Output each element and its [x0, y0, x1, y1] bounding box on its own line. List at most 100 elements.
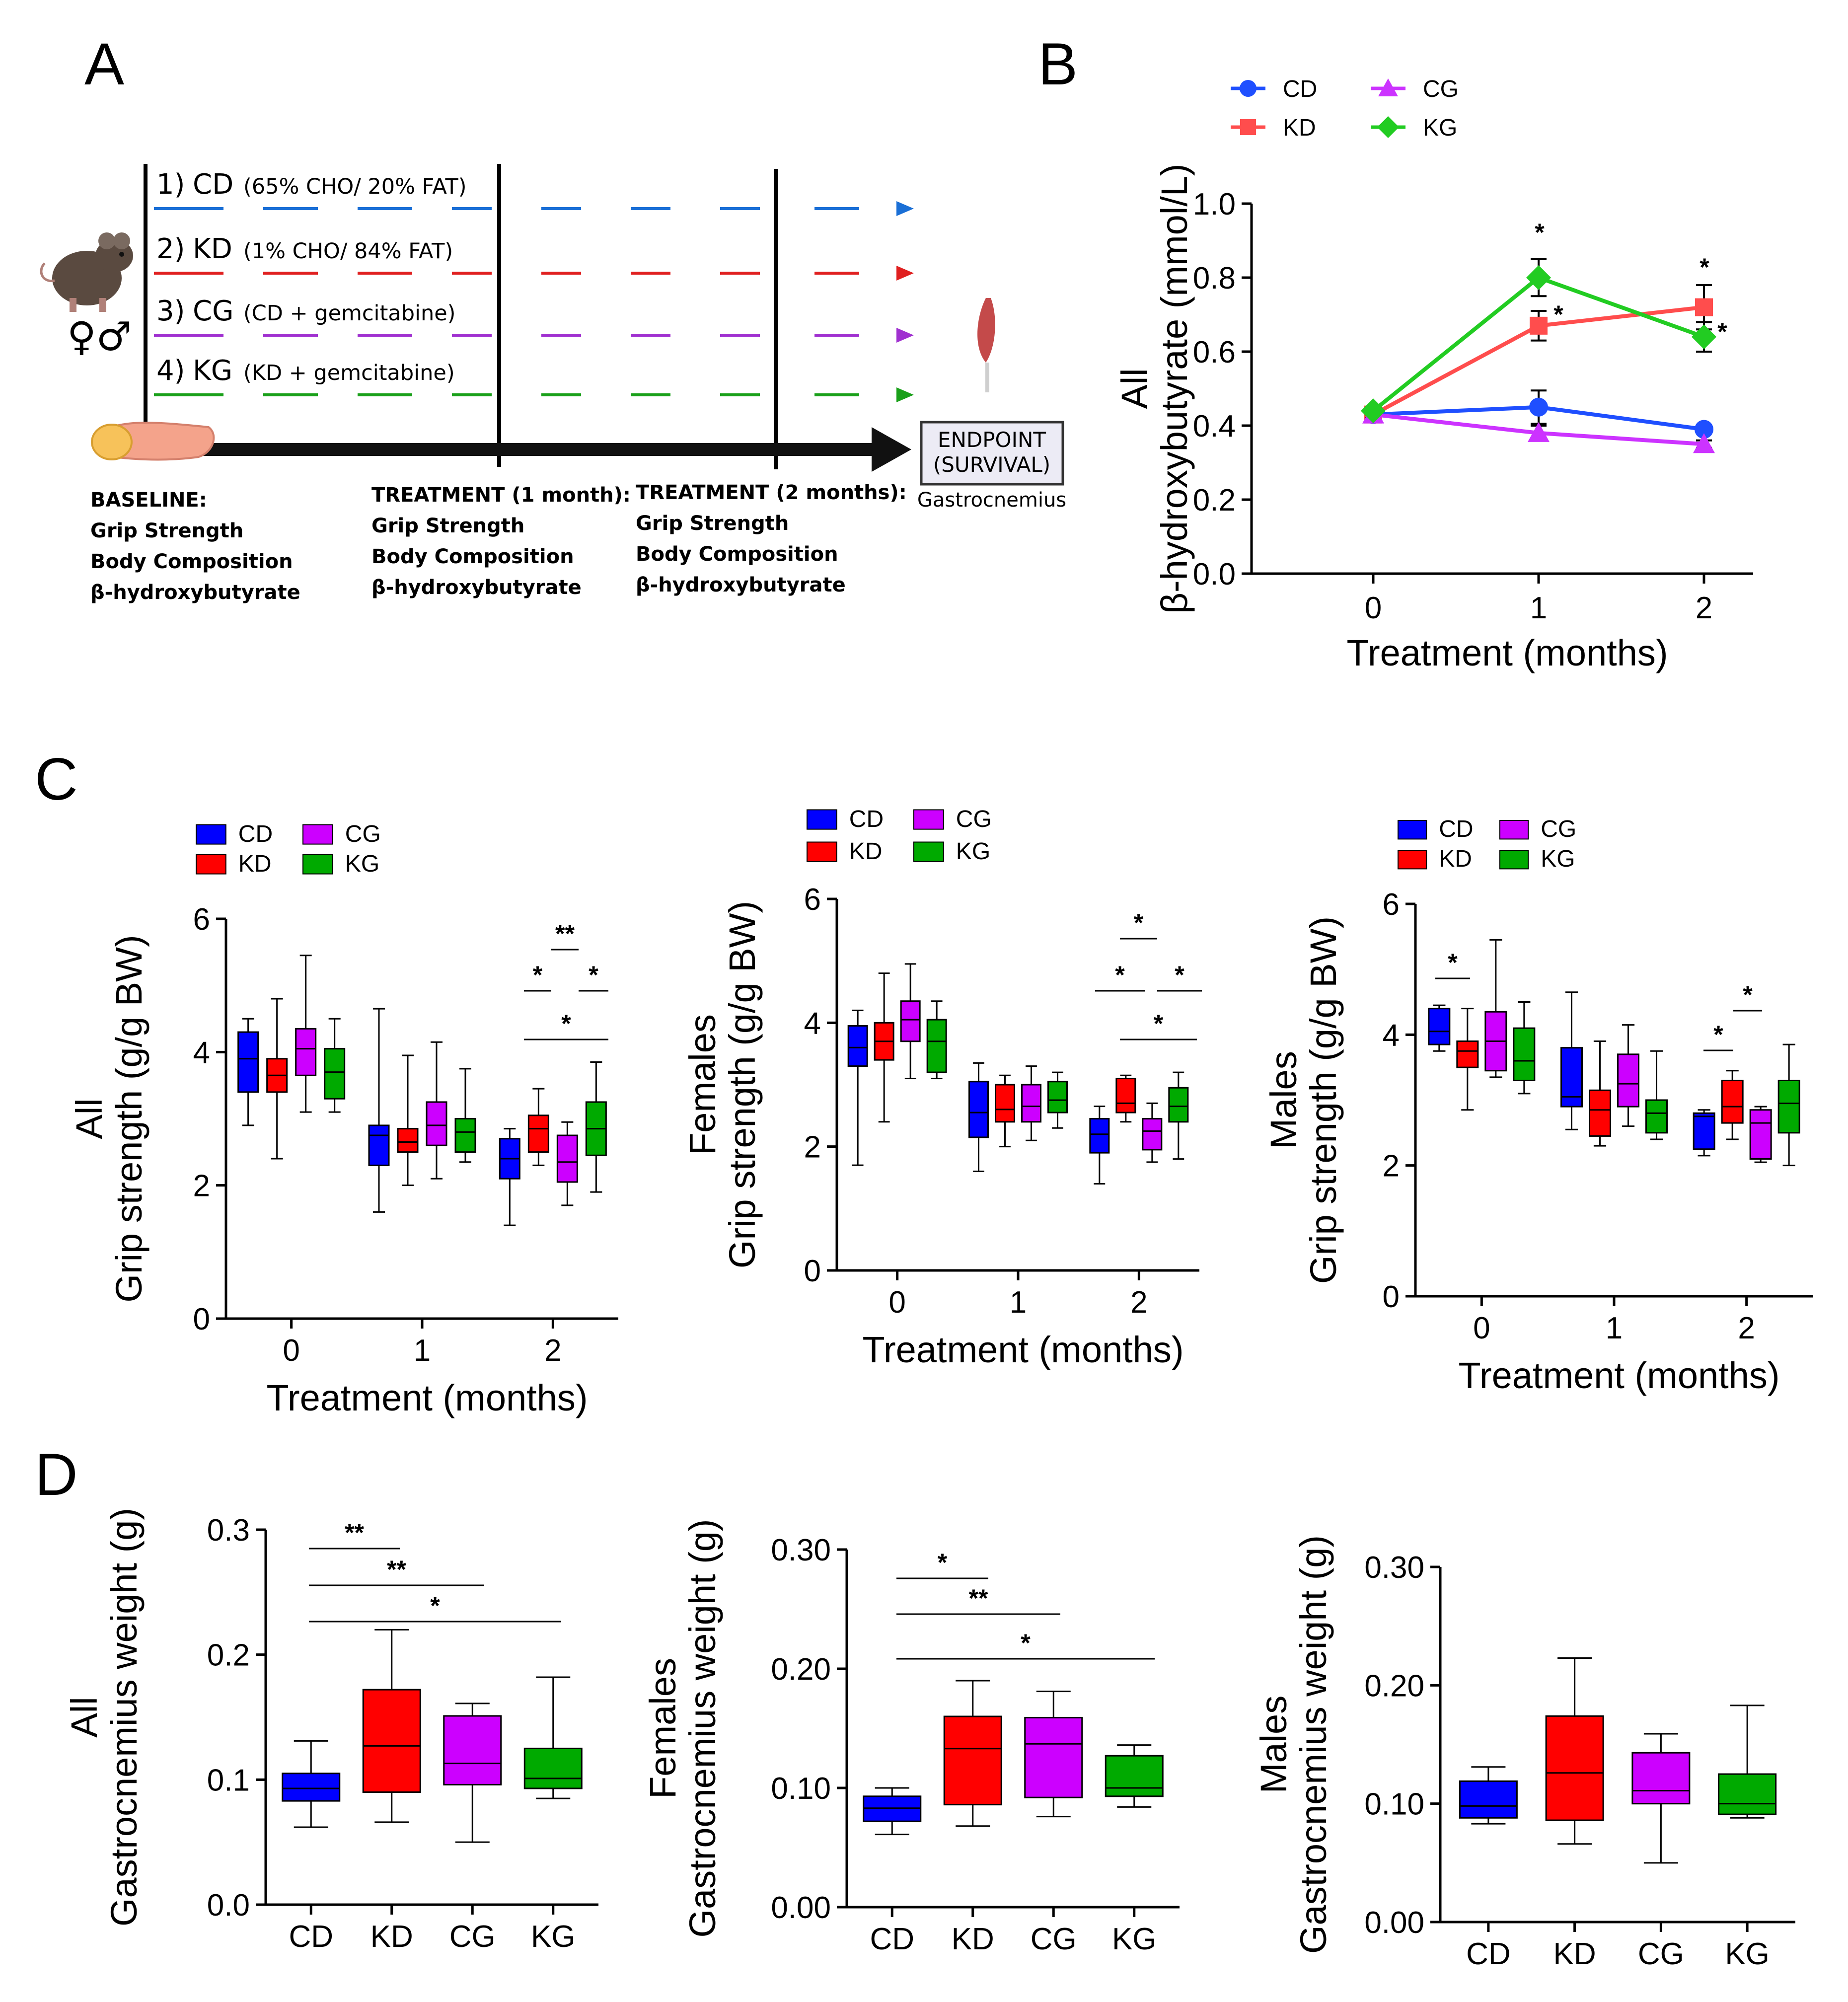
box-iqr	[1459, 1780, 1518, 1819]
panel-label-b: B	[1038, 31, 1078, 97]
legend-swatch-cg	[1499, 820, 1529, 840]
box-cd	[847, 1009, 868, 1166]
box-kd	[1545, 1657, 1604, 1845]
significance-mark: *	[430, 1592, 440, 1620]
legend-swatch-cd	[807, 809, 837, 830]
box-cg	[1617, 1024, 1639, 1127]
x-tick-label: KG	[531, 1920, 576, 1954]
x-tick-label: KD	[952, 1922, 994, 1956]
box-cd	[1693, 1109, 1715, 1157]
y-tick-label: 0.10	[1364, 1787, 1424, 1822]
y-tick-label: 1.0	[1193, 187, 1236, 222]
group-label: All	[64, 1697, 105, 1737]
x-tick-label: KG	[1725, 1937, 1770, 1971]
group-label: All	[69, 1098, 110, 1139]
group-arrowhead	[896, 266, 914, 281]
group-label: Males	[1253, 1696, 1294, 1793]
box-kd	[397, 1054, 419, 1186]
y-tick-label: 0	[193, 1302, 210, 1336]
significance-mark: *	[1154, 1010, 1164, 1038]
y-tick-label: 4	[193, 1036, 210, 1070]
box-cd	[368, 1008, 390, 1213]
y-tick-label: 0.2	[1193, 483, 1236, 518]
box-iqr	[362, 1689, 421, 1793]
significance-mark: *	[1743, 981, 1753, 1009]
y-axis-label: Gastrocnemius weight (g)	[1293, 1535, 1334, 1954]
box-iqr	[556, 1134, 578, 1183]
y-axis-label: Grip strength (g/g BW)	[1303, 916, 1344, 1284]
box-iqr	[995, 1084, 1015, 1123]
timepoint-item: β-hydroxybutyrate	[636, 574, 846, 596]
box-iqr	[1168, 1087, 1189, 1123]
significance-mark: *	[1717, 318, 1727, 346]
group-arrowhead	[896, 387, 914, 402]
x-tick-label: KG	[1112, 1922, 1157, 1956]
timepoint-title: BASELINE:	[90, 489, 207, 512]
box-cd	[499, 1128, 520, 1226]
marker-cg	[1693, 433, 1715, 453]
box-kd	[1456, 1008, 1479, 1111]
group-name: CG	[193, 295, 234, 327]
box-iqr	[1718, 1773, 1777, 1815]
box-iqr	[1115, 1078, 1136, 1113]
legend-marker-kd	[1240, 119, 1256, 135]
mouse-illustration	[40, 232, 133, 312]
significance-mark: *	[938, 1549, 948, 1576]
legend-swatch-kg	[302, 854, 333, 875]
box-iqr	[900, 1000, 921, 1042]
group-name: CD	[193, 168, 233, 201]
x-tick-label: 0	[283, 1334, 299, 1368]
marker-cd	[1529, 397, 1548, 417]
group-detail: (KD + gemcitabine)	[243, 361, 455, 385]
legend-marker-kg	[1377, 116, 1399, 138]
x-axis-label: Treatment (months)	[1347, 632, 1668, 673]
legend-swatch-cd	[196, 824, 226, 845]
y-tick-label: 2	[1383, 1149, 1400, 1184]
timepoint-item: Body Composition	[636, 543, 838, 566]
x-tick-label: 2	[1130, 1285, 1147, 1320]
y-axis-label: Gastrocnemius weight (g)	[103, 1508, 145, 1927]
legend-label-kg: KG	[1423, 115, 1457, 141]
box-cg	[295, 955, 317, 1113]
box-kg	[926, 1000, 947, 1080]
legend-marker-cg	[1378, 78, 1398, 96]
y-axis-label: β-hydroxybutyrate (mmol/L)	[1154, 163, 1195, 613]
box-iqr	[295, 1028, 317, 1076]
box-kg	[1777, 1043, 1800, 1167]
y-tick-label: 6	[193, 902, 210, 937]
timepoint-item: β-hydroxybutyrate	[371, 576, 582, 599]
box-kg	[1105, 1744, 1164, 1808]
x-tick-label: CG	[449, 1920, 496, 1954]
box-cd	[237, 1018, 259, 1126]
legend-label-kg: KG	[956, 838, 990, 865]
panel-label-d: D	[35, 1441, 78, 1508]
legend-swatch-kd	[807, 841, 837, 862]
significance-mark: **	[387, 1556, 406, 1583]
y-tick-label: 2	[804, 1130, 821, 1165]
box-kg	[324, 1018, 346, 1113]
group-arrowhead	[896, 328, 914, 343]
significance-mark: **	[555, 920, 575, 948]
group-number: 1)	[156, 168, 185, 201]
significance-mark: *	[533, 961, 543, 989]
legend-label-cd: CD	[1283, 76, 1317, 102]
muscle-illustration	[977, 298, 995, 392]
legend-swatch-kg	[913, 841, 944, 862]
box-kd	[362, 1629, 421, 1823]
panel-label-a: A	[84, 31, 124, 97]
box-cg	[1142, 1102, 1163, 1163]
significance-mark: *	[561, 1010, 571, 1038]
legend-label-cg: CG	[1541, 816, 1576, 842]
x-tick-label: 1	[1530, 591, 1547, 625]
box-iqr	[1142, 1118, 1163, 1151]
box-kd	[1115, 1074, 1136, 1123]
x-tick-label: CD	[289, 1920, 333, 1954]
box-iqr	[1749, 1109, 1772, 1160]
y-tick-label: 0.3	[207, 1513, 250, 1548]
box-iqr	[1089, 1118, 1110, 1154]
legend-label-kd: KD	[1439, 846, 1472, 872]
group-arrowhead	[896, 201, 914, 216]
box-iqr	[368, 1124, 390, 1166]
box-iqr	[943, 1715, 1002, 1806]
